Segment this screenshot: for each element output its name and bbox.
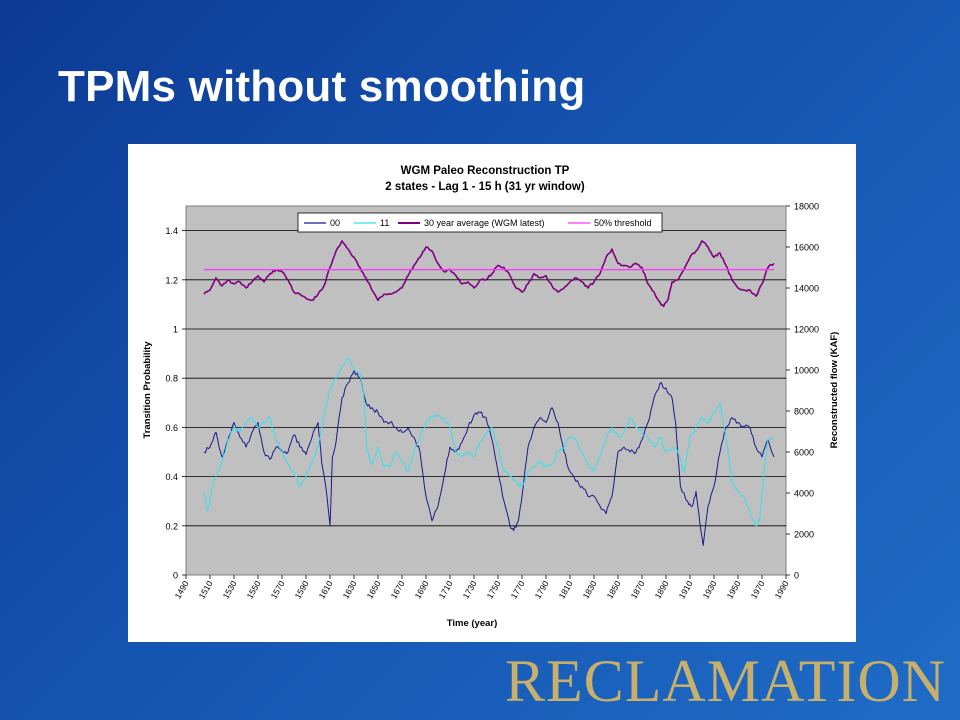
- legend-label-00: 00: [330, 218, 340, 228]
- y-tick-label: 1.4: [165, 226, 178, 236]
- series-line-00: [203, 370, 775, 546]
- slide-title: TPMs without smoothing: [58, 62, 586, 111]
- legend-box: [297, 212, 663, 233]
- series-layer: [203, 240, 775, 546]
- y2-tick-label: 6000: [794, 448, 814, 458]
- y-axis-label: Transition Probability: [142, 341, 153, 439]
- y-tick-label: 0.8: [165, 374, 178, 384]
- y2-axis-label: Reconstructed flow (KAF): [829, 332, 840, 449]
- x-tick-label: 1890: [653, 579, 671, 601]
- x-tick-label: 1990: [773, 579, 791, 601]
- x-axis-ticks: 1490 1510 1530 1550 1570 1590 1610 1630 1650 1670…: [173, 575, 791, 600]
- x-tick-label: 1670: [389, 579, 407, 601]
- chart-title: WGM Paleo Reconstruction TP: [401, 165, 570, 177]
- x-tick-label: 1630: [341, 579, 359, 601]
- x-tick-label: 1490: [173, 579, 191, 601]
- x-tick-label: 1750: [485, 579, 503, 601]
- x-tick-label: 1870: [629, 579, 647, 601]
- y2-tick-label: 16000: [794, 243, 819, 253]
- x-tick-label: 1690: [413, 579, 431, 601]
- y-tick-label: 0.2: [165, 521, 178, 531]
- legend-label-11: 11: [380, 218, 389, 228]
- y2-tick-label: 18000: [794, 202, 819, 212]
- y2-tick-label: 8000: [794, 407, 814, 417]
- y2-axis-ticks: 0 2000 4000 6000 8000 10000 12000 14000 16000 180…: [786, 202, 819, 581]
- y2-tick-label: 12000: [794, 325, 819, 335]
- x-tick-label: 1530: [221, 579, 239, 601]
- y-tick-label: 0.6: [165, 423, 178, 433]
- x-tick-label: 1710: [437, 579, 455, 601]
- x-axis-label: Time (year): [447, 618, 498, 629]
- x-tick-label: 1570: [269, 579, 287, 601]
- x-tick-label: 1730: [461, 579, 479, 601]
- chart-subtitle: 2 states - Lag 1 - 15 h (31 yr window): [385, 181, 585, 193]
- x-tick-label: 1950: [725, 579, 743, 601]
- y-tick-label: 0: [173, 571, 178, 581]
- chart: WGM Paleo Reconstruction TP 2 states - L…: [142, 165, 840, 629]
- x-tick-label: 1550: [245, 579, 263, 601]
- x-tick-label: 1510: [197, 579, 215, 601]
- x-tick-label: 1910: [677, 579, 695, 601]
- legend: 00 11 30 year average (WGM latest) 50% t…: [297, 212, 663, 233]
- x-tick-label: 1590: [293, 579, 311, 601]
- y-tick-label: 1.2: [165, 275, 178, 285]
- legend-label-threshold: 50% threshold: [594, 218, 652, 228]
- x-tick-label: 1770: [509, 579, 527, 601]
- x-tick-label: 1830: [581, 579, 599, 601]
- x-tick-label: 1790: [533, 579, 551, 601]
- y2-tick-label: 14000: [794, 284, 819, 294]
- y-axis-ticks: 0 0.2 0.4 0.6 0.8 1 1.2 1.4: [165, 226, 186, 581]
- x-tick-label: 1930: [701, 579, 719, 601]
- y2-tick-label: 0: [794, 571, 799, 581]
- x-tick-label: 1650: [365, 579, 383, 601]
- x-tick-label: 1610: [317, 579, 335, 601]
- series-line-11: [203, 358, 775, 527]
- x-tick-label: 1850: [605, 579, 623, 601]
- series-line-avg: [203, 240, 775, 308]
- reclamation-logo: RECLAMATION: [505, 648, 946, 714]
- y2-tick-label: 10000: [794, 366, 819, 376]
- y2-tick-label: 4000: [794, 489, 814, 499]
- y-tick-label: 1: [173, 325, 178, 335]
- plot-area: [185, 205, 787, 576]
- x-tick-label: 1970: [749, 579, 767, 601]
- legend-label-avg: 30 year average (WGM latest): [424, 218, 545, 228]
- y-tick-label: 0.4: [165, 472, 178, 482]
- x-tick-label: 1810: [557, 579, 575, 601]
- chart-panel: WGM Paleo Reconstruction TP 2 states - L…: [128, 144, 856, 642]
- y2-tick-label: 2000: [794, 530, 814, 540]
